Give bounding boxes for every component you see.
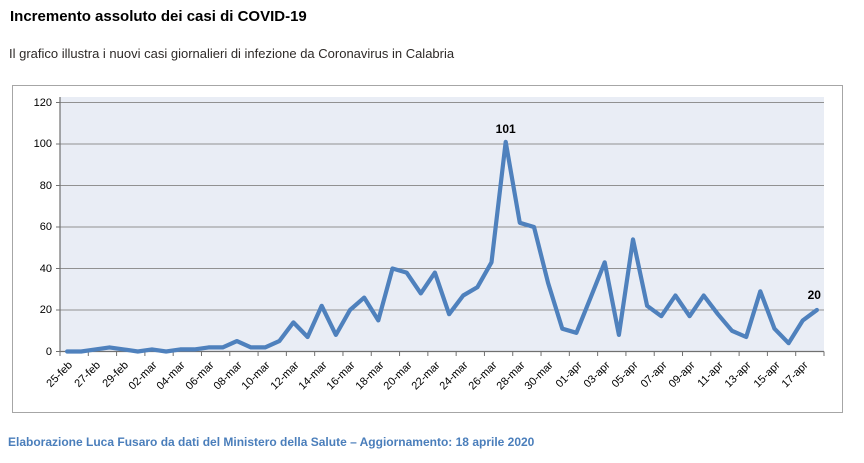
y-axis-label: 0 <box>45 345 52 358</box>
page-title: Incremento assoluto dei casi di COVID-19 <box>10 8 307 25</box>
y-axis-label: 80 <box>39 179 52 192</box>
footer-credit: Elaborazione Luca Fusaro da dati del Min… <box>8 435 535 449</box>
y-axis-label: 20 <box>39 304 52 316</box>
page-subtitle: Il grafico illustra i nuovi casi giornal… <box>9 46 455 61</box>
data-label-18-apr: 20 <box>807 288 821 302</box>
plot-area <box>56 97 825 356</box>
y-axis-label: 60 <box>39 221 52 233</box>
chart: 0 20 40 60 80 100 120 25-feb 27-feb 29-feb 02-mar 0… <box>12 85 843 413</box>
y-axis-label: 100 <box>33 138 52 150</box>
data-line <box>65 139 819 354</box>
plot-background <box>60 97 824 352</box>
y-axis-label: 120 <box>33 96 52 109</box>
y-axis-label: 40 <box>39 262 52 275</box>
data-label-27-mar: 101 <box>495 121 516 136</box>
